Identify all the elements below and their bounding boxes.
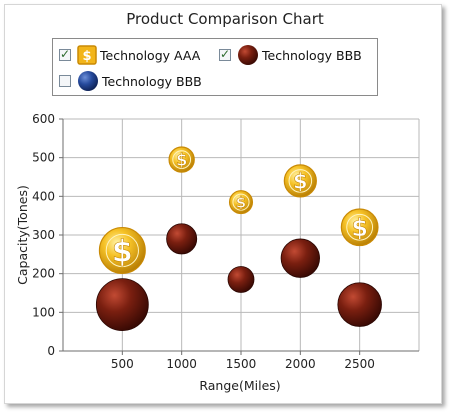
legend-checkbox-technology-aaa[interactable]: ✓ xyxy=(59,47,71,61)
y-tick-label: 500 xyxy=(32,151,55,165)
coin-dollar-sign: $ xyxy=(293,170,308,194)
coin-inner-ring xyxy=(232,193,250,211)
coin-dollar-sign: $ xyxy=(176,151,187,170)
legend-checkbox-technology-bbb[interactable]: ✓ xyxy=(219,47,231,61)
y-tick-label: 200 xyxy=(32,267,55,281)
red-sphere-marker xyxy=(166,223,198,255)
gold-coin-marker: $ xyxy=(98,226,146,274)
svg-text:$: $ xyxy=(82,49,91,64)
x-tick-label: 2000 xyxy=(285,357,316,371)
legend-label-technology-aaa: Technology AAA xyxy=(100,47,201,63)
chart-title: Product Comparison Chart xyxy=(126,10,324,28)
x-tick-label: 1000 xyxy=(166,357,197,371)
legend-item-technology-bbb-blue[interactable]: Technology BBB xyxy=(59,70,202,92)
bubbles: $ $ $ $ $ xyxy=(95,146,382,332)
legend: ✓ $ Technology AAA ✓ Technology BBB Tech… xyxy=(52,38,378,96)
x-tick-label: 500 xyxy=(111,357,134,371)
x-tick-label: 2500 xyxy=(344,357,375,371)
coin-dollar-sign: $ xyxy=(351,214,368,242)
coin-inner-ring xyxy=(105,233,139,268)
checkmark-icon: ✓ xyxy=(60,47,71,61)
red-sphere-marker xyxy=(95,278,149,332)
y-tick-label: 0 xyxy=(47,344,55,358)
legend-checkbox-technology-bbb-blue[interactable] xyxy=(59,75,71,87)
gold-coin-marker: $ xyxy=(340,208,379,247)
red-sphere-icon xyxy=(238,45,258,65)
coin-dollar-sign: $ xyxy=(236,194,246,212)
coin-inner-ring xyxy=(288,169,313,193)
coin-inner-ring xyxy=(346,213,374,241)
legend-item-technology-bbb[interactable]: ✓ Technology BBB xyxy=(219,44,362,66)
y-tick-label: 400 xyxy=(32,189,55,203)
gold-coin-marker: $ xyxy=(228,190,254,215)
legend-label-technology-bbb-blue: Technology BBB xyxy=(102,73,202,89)
axes: 0 100 200 300 400 500 600 500 1000 1500 2000 2500 xyxy=(32,112,419,371)
legend-label-technology-bbb: Technology BBB xyxy=(262,47,362,63)
blue-sphere-icon xyxy=(78,71,98,91)
gold-coin-icon: $ xyxy=(77,45,97,65)
y-tick-label: 300 xyxy=(32,228,55,242)
red-sphere-marker xyxy=(227,266,255,293)
y-tick-label: 100 xyxy=(32,305,55,319)
gold-coin-marker: $ xyxy=(168,146,195,173)
coin-inner-ring xyxy=(172,150,192,169)
y-tick-label: 600 xyxy=(32,112,55,126)
checkmark-icon: ✓ xyxy=(220,47,231,61)
red-sphere-marker xyxy=(337,282,382,327)
x-axis-title: Range(Miles) xyxy=(199,378,280,393)
y-axis-title: Capacity(Tones) xyxy=(15,185,30,285)
x-tick-label: 1500 xyxy=(226,357,257,371)
red-sphere-marker xyxy=(280,238,320,278)
gold-coin-marker: $ xyxy=(283,164,317,198)
coin-dollar-sign: $ xyxy=(112,234,133,269)
legend-item-technology-aaa[interactable]: ✓ $ Technology AAA xyxy=(59,44,200,66)
